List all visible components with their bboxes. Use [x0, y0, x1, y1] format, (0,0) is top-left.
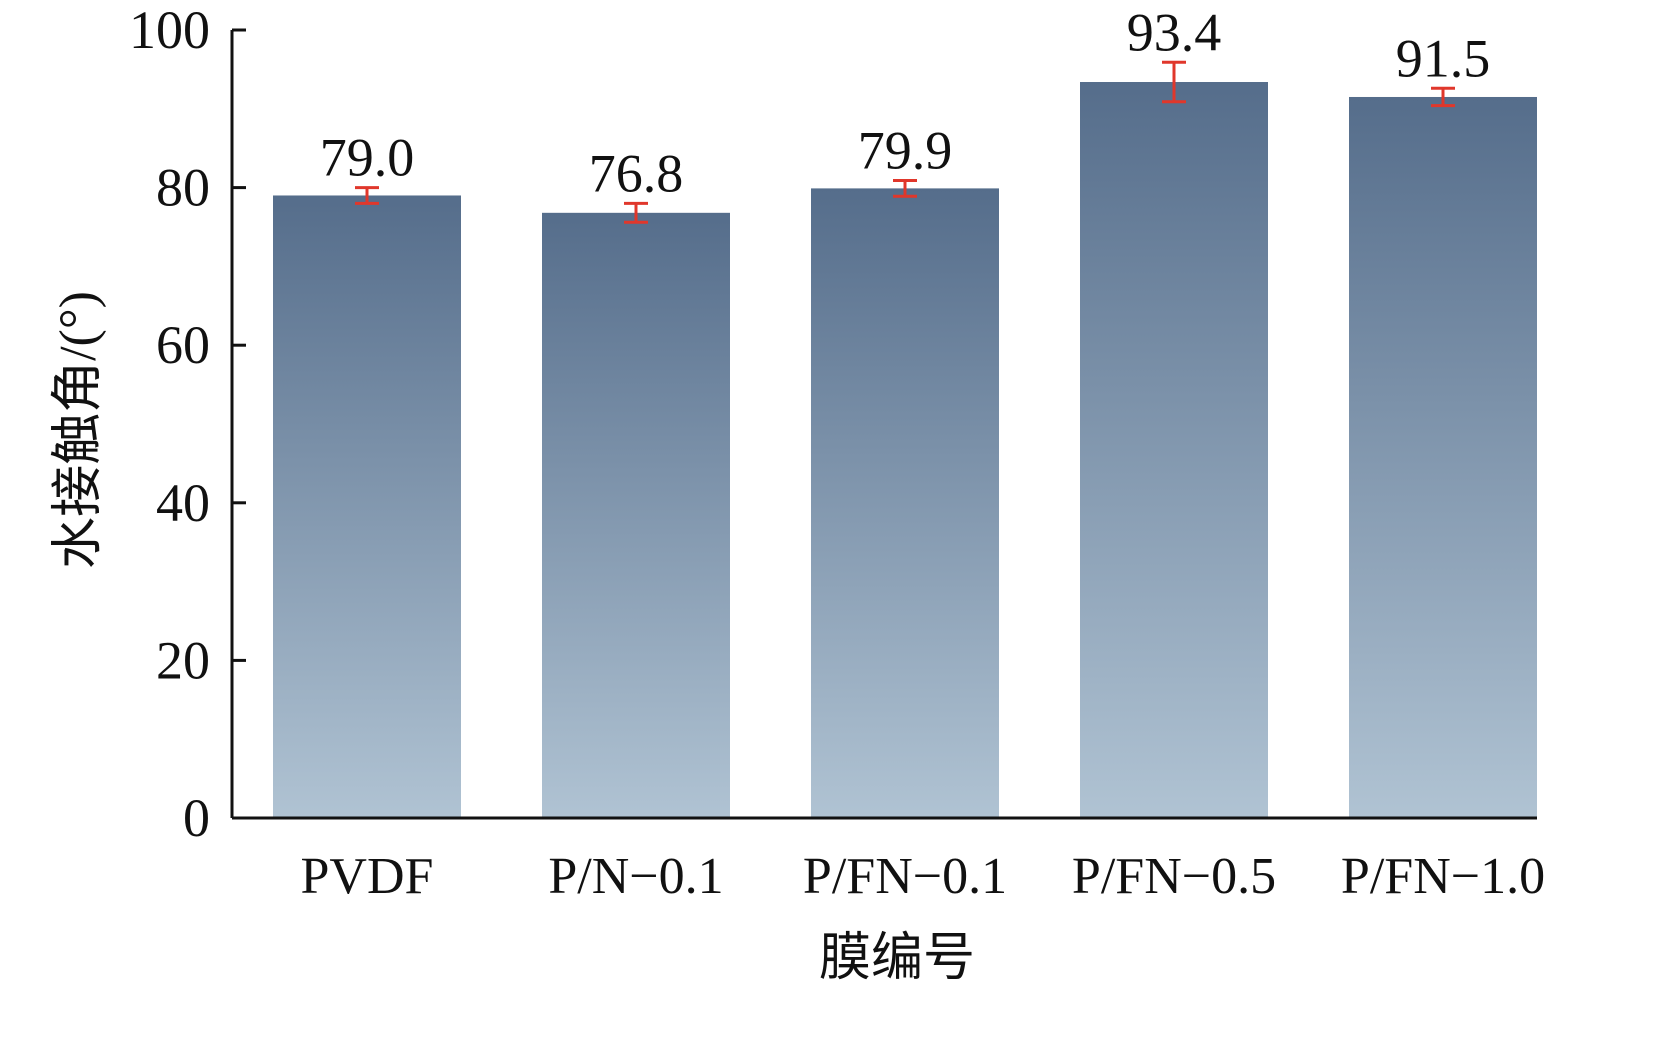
y-tick-label-3: 60 [156, 315, 210, 375]
data-label-1: 76.8 [589, 143, 684, 203]
bar-2 [811, 188, 999, 818]
data-label-2: 79.9 [858, 121, 953, 181]
error-bar-4 [1431, 86, 1455, 108]
x-tick-label-4: P/FN−1.0 [1341, 848, 1545, 905]
data-label-4: 91.5 [1396, 28, 1491, 88]
bar-3 [1080, 82, 1268, 819]
error-bar-1 [624, 201, 648, 224]
data-label-0: 79.0 [320, 128, 415, 188]
y-tick-label-2: 40 [156, 473, 210, 533]
bar-1 [542, 212, 730, 819]
error-bar-3 [1162, 60, 1186, 104]
x-axis-label: 膜编号 [819, 930, 975, 987]
data-label-3: 93.4 [1127, 2, 1222, 62]
x-tick-label-2: P/FN−0.1 [803, 848, 1007, 905]
error-bar-0 [355, 186, 379, 205]
bar-4 [1349, 96, 1537, 819]
y-axis-label: 水接触角/(°) [50, 291, 107, 569]
y-tick-label-1: 20 [156, 630, 210, 690]
axes-group: PVDF P/N−0.1 P/FN−0.1 P/FN−0.5 P/FN−1.0 0 20 40… [129, 0, 1545, 905]
bars-group: 79.0 76.8 79.9 93.4 91.5 [273, 2, 1537, 819]
y-tick-label-4: 80 [156, 158, 210, 218]
x-tick-label-0: PVDF [301, 848, 434, 905]
y-tick-label-5: 100 [129, 0, 210, 60]
bar-0 [273, 195, 461, 819]
y-tick-label-0: 0 [183, 788, 210, 848]
x-tick-label-3: P/FN−0.5 [1072, 848, 1276, 905]
error-bar-2 [893, 179, 917, 198]
x-tick-label-1: P/N−0.1 [548, 848, 723, 905]
